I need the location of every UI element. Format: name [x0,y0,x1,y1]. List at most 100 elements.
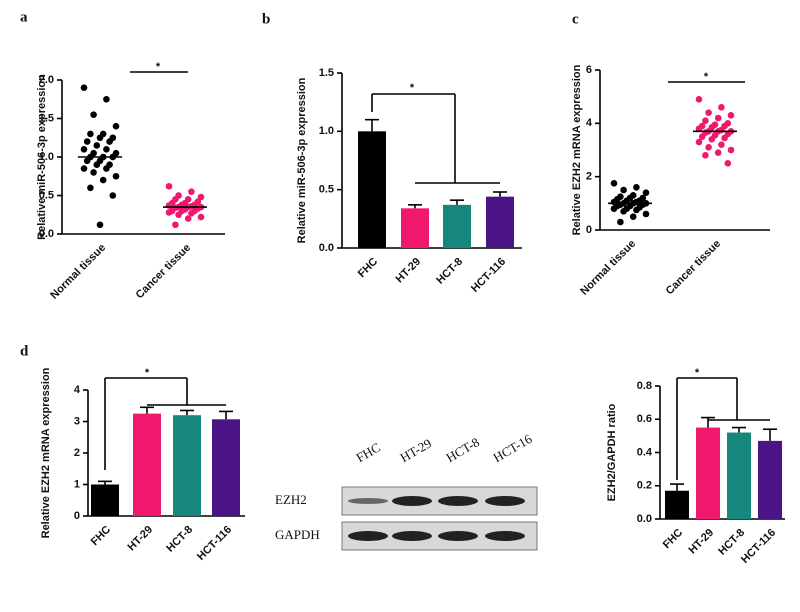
x-tick-label: HCT-116 [469,256,508,295]
data-point [633,206,640,214]
data-point [695,125,703,132]
panel-letter: a [20,9,28,25]
data-point [718,104,725,111]
y-tick-label: 0.0 [637,513,652,525]
x-tick-label: HT-29 [125,524,155,554]
bar [133,413,161,516]
y-tick-label: 0.5 [39,189,54,201]
band [438,531,478,541]
y-tick-label: 2 [74,447,80,459]
data-point [702,152,709,159]
y-tick-label: 0.5 [319,184,334,196]
data-point [705,144,712,151]
data-point [727,112,735,119]
data-point [708,136,716,143]
data-point [80,165,88,172]
band [348,531,388,541]
y-axis-label: Relative miR-506-3p expression [296,77,308,243]
data-point [617,218,624,226]
data-point [705,109,712,116]
band [348,498,388,504]
band [485,531,525,541]
data-point [93,142,101,149]
data-point [96,221,104,229]
x-tick-label: HCT-116 [739,527,778,566]
data-point [188,188,195,195]
data-point [87,130,94,138]
x-tick-label: Normal tissue [48,242,108,302]
y-tick-label: 4 [586,117,593,129]
data-point [175,211,182,219]
x-tick-label: HT-29 [686,527,716,557]
y-tick-label: 1.0 [319,125,334,137]
data-point [698,133,706,140]
x-tick-label: FHC [356,256,381,281]
data-point [83,138,91,145]
lane-label: HCT-16 [490,431,534,465]
bar [665,490,689,519]
bar [486,196,514,248]
y-tick-label: 0.2 [637,480,652,492]
significance: * [704,71,709,83]
bar [443,204,471,248]
x-tick-label: FHC [89,524,114,549]
significance: * [145,367,150,379]
data-point [714,114,722,122]
y-tick-label: 1.5 [39,112,54,124]
row-label: EZH2 [275,492,307,507]
data-point [90,111,97,118]
data-point [103,165,110,172]
data-point [96,134,104,142]
data-point [165,182,173,190]
y-tick-label: 6 [586,64,592,76]
data-point [106,138,113,145]
y-tick-label: 1.5 [319,67,334,79]
y-tick-label: 0 [74,510,80,522]
bar [358,131,386,248]
band [438,496,478,506]
data-point [721,134,728,142]
data-point [90,169,97,176]
data-point [727,146,735,154]
y-axis-label: Relative EZH2 mRNA expression [571,64,583,235]
data-point [197,193,205,201]
data-point [103,146,110,153]
x-tick-label: HCT-116 [195,524,234,563]
data-point [702,117,709,124]
data-point [103,95,110,103]
y-tick-label: 2.0 [39,74,54,86]
x-tick-label: HCT-8 [164,524,195,555]
y-tick-label: 0.8 [637,380,652,392]
y-tick-label: 4 [74,384,81,396]
panel-letter: c [572,11,579,27]
lane-label: HT-29 [397,435,433,465]
bar [696,427,720,519]
data-point [188,209,195,217]
x-tick-label: Normal tissue [578,238,638,298]
significance: * [410,82,415,94]
y-tick-label: 0.0 [39,228,54,240]
data-point [695,138,703,146]
bar [401,208,429,248]
band [392,531,432,541]
y-axis-label: Relative miR-506-3p expression [36,74,48,240]
data-point [695,96,703,103]
band [392,496,432,506]
data-point [629,213,637,220]
y-tick-label: 1 [74,478,80,490]
data-point [184,215,192,222]
y-tick-label: 0.6 [637,413,652,425]
bar [212,419,240,516]
y-axis-label: Relative EZH2 mRNA expression [40,367,52,538]
row-label: GAPDH [275,527,320,542]
data-point [633,184,640,191]
data-point [714,149,722,156]
y-tick-label: 0 [586,224,592,236]
x-tick-label: HCT-8 [434,256,465,287]
bar [758,440,782,519]
y-tick-label: 0.4 [637,446,653,458]
y-tick-label: 2 [586,171,592,183]
y-axis-label: EZH2/GAPDH ratio [606,403,618,501]
significance: * [156,61,161,73]
